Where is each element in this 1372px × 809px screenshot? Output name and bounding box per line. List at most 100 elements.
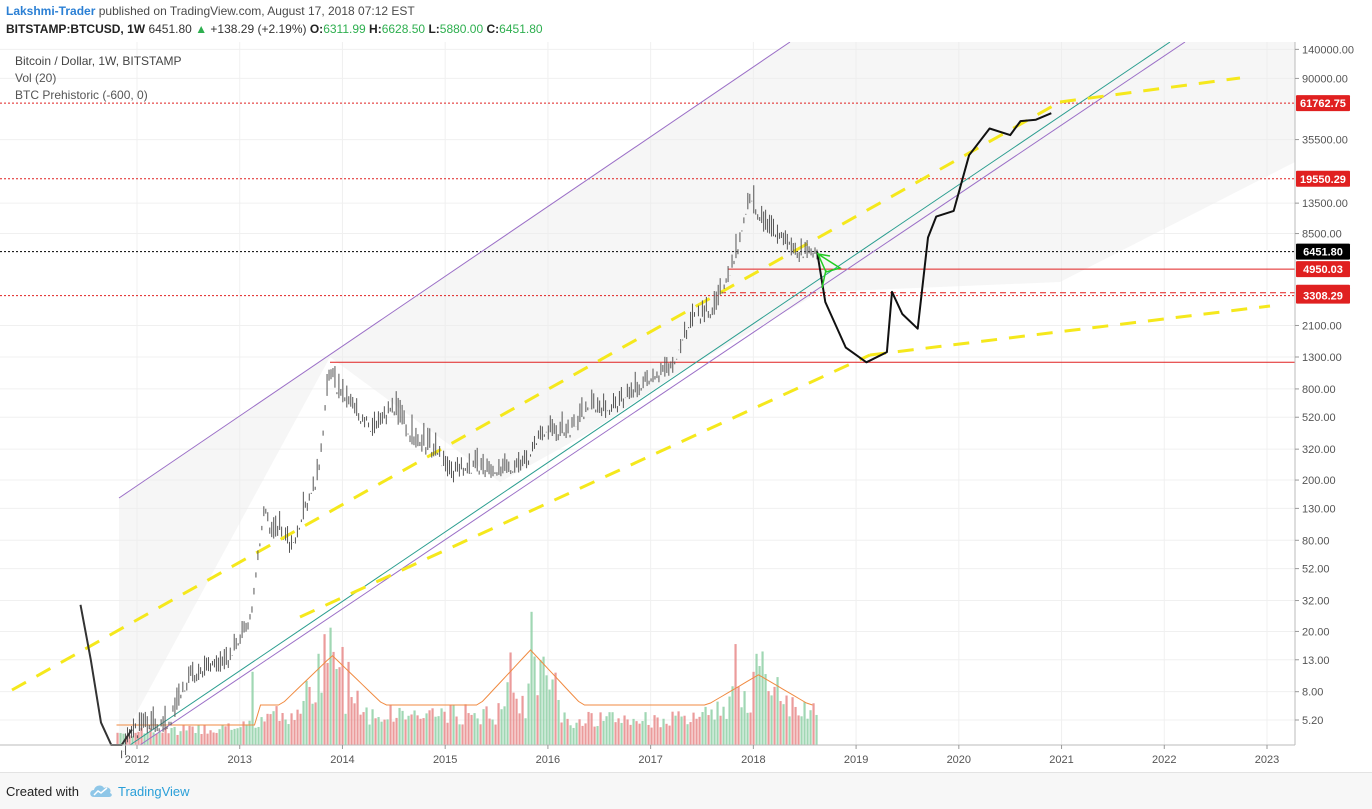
price-candles: [121, 185, 818, 759]
volume-bar: [137, 731, 140, 745]
x-tick-label: 2021: [1049, 754, 1073, 766]
volume-bar: [188, 725, 191, 745]
volume-bar: [569, 725, 572, 745]
volume-bar: [122, 733, 125, 745]
volume-bar: [620, 722, 623, 745]
volume-bar: [332, 651, 335, 745]
volume-bar: [245, 724, 248, 745]
author-link[interactable]: Lakshmi-Trader: [6, 4, 96, 18]
upper-yellow-dashed: [11, 100, 1061, 692]
volume-bar: [263, 721, 266, 745]
volume-bar: [434, 716, 437, 745]
trend-lines: [11, 42, 1271, 746]
shade-spacer: [330, 357, 1295, 366]
volume-bar: [626, 719, 629, 745]
volume-bar: [611, 712, 614, 745]
volume-bar: [698, 716, 701, 745]
volume-bar: [128, 735, 131, 745]
volume-bar: [374, 718, 377, 745]
legend-indicator[interactable]: BTC Prehistoric (-600, 0): [15, 88, 148, 102]
volume-bar: [206, 733, 209, 745]
volume-bar: [701, 712, 704, 745]
volume-bar: [563, 712, 566, 745]
publish-line: Lakshmi-Trader published on TradingView.…: [6, 4, 415, 18]
volume-bar: [344, 713, 347, 745]
y-axis[interactable]: 140000.00 90000.00 35500.00 13500.00 8500.00…: [1295, 44, 1354, 727]
volume-bar: [410, 714, 413, 745]
volume-bar: [191, 726, 194, 745]
y-tick-label: 80.00: [1302, 535, 1330, 547]
upper-channel-line: [118, 42, 791, 499]
volume-bar: [305, 680, 308, 745]
legend-main-series[interactable]: Bitcoin / Dollar, 1W, BITSTAMP: [15, 54, 182, 68]
volume-bar: [470, 714, 473, 745]
volume-bar: [443, 711, 446, 745]
volume-bar: [683, 715, 686, 745]
volume-bar: [710, 709, 713, 745]
volume-bar: [146, 733, 149, 745]
volume-bar: [521, 695, 524, 745]
volume-bar: [296, 709, 299, 745]
volume-bar: [524, 718, 527, 745]
volume-bar: [407, 715, 410, 745]
last-price: 6451.80: [148, 22, 192, 36]
price-tag-label: 4950.03: [1303, 264, 1343, 276]
volume-bar: [356, 690, 359, 745]
volume-bar: [686, 724, 689, 745]
volume-bar: [608, 712, 611, 745]
volume-bar: [572, 727, 575, 745]
volume-bar: [389, 705, 392, 745]
volume-bar: [323, 634, 326, 745]
volume-bar: [194, 732, 197, 745]
volume-bar: [743, 691, 746, 745]
volume-bar: [218, 729, 221, 745]
volume-bar: [779, 701, 782, 745]
volume-bar: [275, 706, 278, 745]
volume-bar: [539, 660, 542, 745]
volume-bar: [491, 719, 494, 745]
volume-bar: [452, 705, 455, 745]
volume-bar: [353, 703, 356, 745]
volume-bar: [440, 708, 443, 745]
volume-bar: [500, 709, 503, 745]
price-tag-label: 61762.75: [1300, 98, 1346, 110]
volume-bar: [254, 727, 257, 745]
legend-volume[interactable]: Vol (20): [15, 71, 57, 85]
volume-bar: [257, 726, 260, 745]
volume-bar: [473, 713, 476, 745]
high-value: 6628.50: [381, 22, 426, 36]
price-chart[interactable]: 140000.00 90000.00 35500.00 13500.00 8500.00…: [0, 42, 1372, 772]
volume-bar: [479, 724, 482, 745]
volume-bar: [770, 695, 773, 745]
lower-yellow-dashed: [299, 353, 871, 619]
green-arrow-annotation: [816, 252, 842, 289]
volume-bar: [230, 729, 233, 745]
y-tick-label: 140000.00: [1302, 44, 1354, 56]
volume-bar: [299, 713, 302, 745]
volume-bar: [800, 716, 803, 745]
volume-bar: [644, 712, 647, 745]
y-tick-label: 52.00: [1302, 564, 1330, 576]
volume-bar: [704, 706, 707, 745]
volume-bar: [215, 732, 218, 745]
volume-bar: [476, 718, 479, 745]
volume-bar: [635, 721, 638, 745]
volume-bar: [419, 718, 422, 745]
volume-bar: [605, 716, 608, 745]
volume-bar: [422, 718, 425, 745]
volume-bar: [812, 703, 815, 745]
volume-bar: [746, 712, 749, 745]
x-tick-label: 2020: [947, 754, 971, 766]
volume-bar: [251, 671, 254, 745]
up-triangle-icon: ▲: [195, 22, 208, 36]
volume-bar: [767, 691, 770, 745]
x-axis[interactable]: 2012 2013 2014 2015 2016 2017 2018 2019 2020 2021…: [125, 745, 1279, 766]
volume-bar: [632, 718, 635, 745]
volume-bar: [629, 724, 632, 745]
volume-bar: [464, 704, 467, 745]
volume-bar: [815, 714, 818, 745]
volume-bar: [431, 708, 434, 745]
created-with-text: Created with: [6, 784, 79, 799]
tradingview-link[interactable]: TradingView: [118, 784, 190, 799]
volume-bar: [383, 719, 386, 745]
